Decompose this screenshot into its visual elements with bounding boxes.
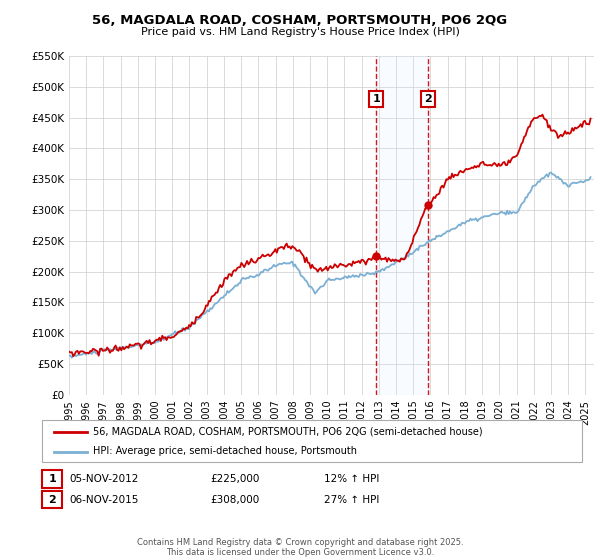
Text: £308,000: £308,000	[210, 494, 259, 505]
Text: £225,000: £225,000	[210, 474, 259, 484]
Text: 27% ↑ HPI: 27% ↑ HPI	[324, 494, 379, 505]
Text: 1: 1	[373, 94, 380, 104]
Text: 56, MAGDALA ROAD, COSHAM, PORTSMOUTH, PO6 2QG: 56, MAGDALA ROAD, COSHAM, PORTSMOUTH, PO…	[92, 14, 508, 27]
Text: Price paid vs. HM Land Registry's House Price Index (HPI): Price paid vs. HM Land Registry's House …	[140, 27, 460, 37]
Text: 2: 2	[49, 494, 56, 505]
Text: Contains HM Land Registry data © Crown copyright and database right 2025.
This d: Contains HM Land Registry data © Crown c…	[137, 538, 463, 557]
Text: 05-NOV-2012: 05-NOV-2012	[69, 474, 139, 484]
Bar	[376, 56, 428, 395]
Text: 2: 2	[424, 94, 432, 104]
Text: 12% ↑ HPI: 12% ↑ HPI	[324, 474, 379, 484]
Text: 1: 1	[49, 474, 56, 484]
Text: HPI: Average price, semi-detached house, Portsmouth: HPI: Average price, semi-detached house,…	[93, 446, 357, 456]
Text: 56, MAGDALA ROAD, COSHAM, PORTSMOUTH, PO6 2QG (semi-detached house): 56, MAGDALA ROAD, COSHAM, PORTSMOUTH, PO…	[93, 427, 482, 437]
Text: 06-NOV-2015: 06-NOV-2015	[69, 494, 139, 505]
